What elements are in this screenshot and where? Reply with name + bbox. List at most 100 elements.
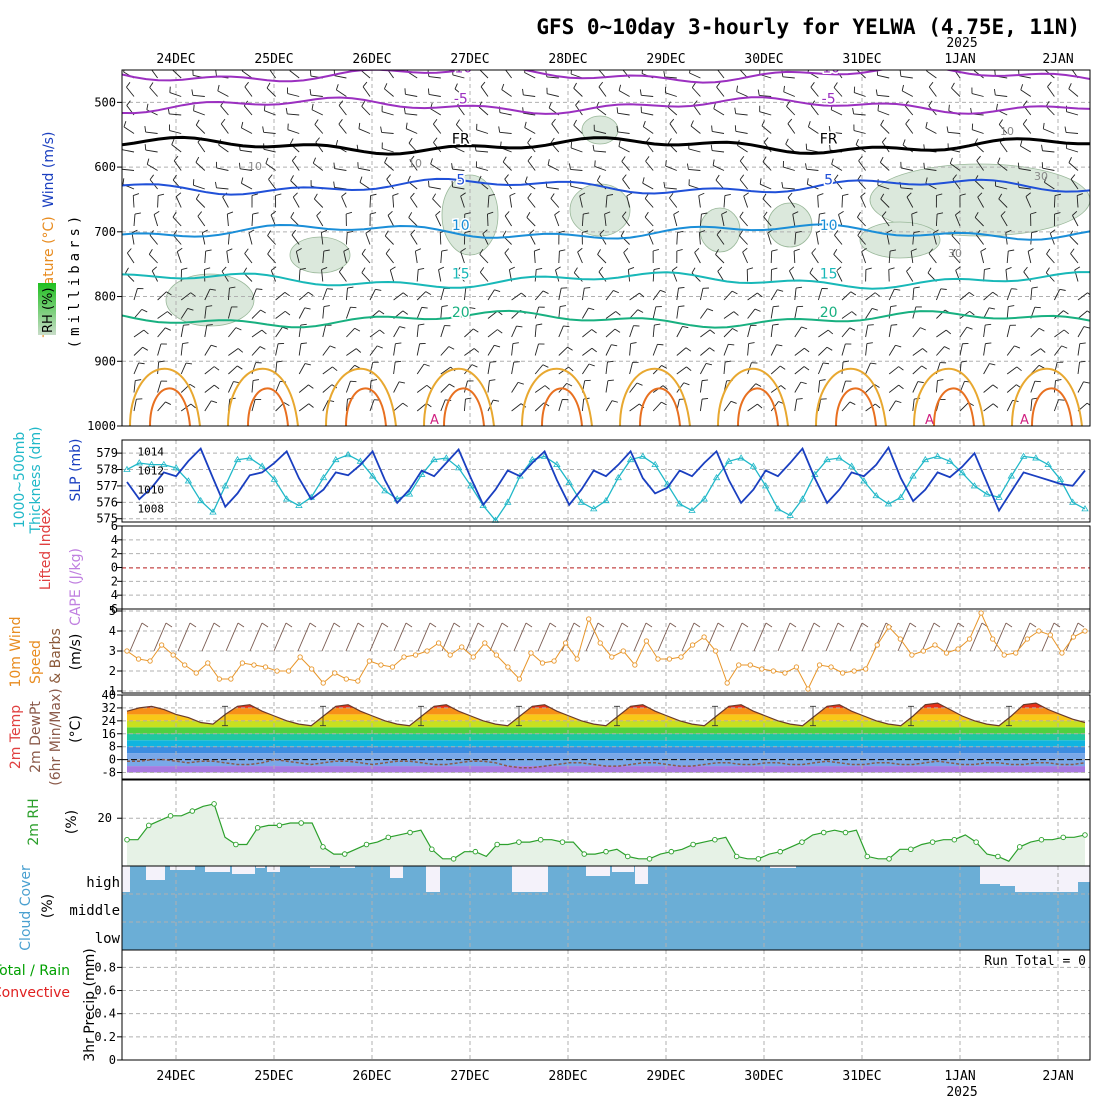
wind-barb xyxy=(453,146,465,153)
wind-barb-flag xyxy=(857,174,862,181)
wind-barb xyxy=(983,363,990,375)
wind-barb-flag xyxy=(952,174,957,180)
wind-barb xyxy=(767,232,772,245)
wind-barb xyxy=(204,251,207,264)
wind-barb-flag xyxy=(577,247,583,253)
wind-barb-flag xyxy=(501,83,505,90)
wind-barb xyxy=(723,195,726,208)
wind-barb-flag xyxy=(1046,248,1051,255)
minmax-bar xyxy=(614,705,620,727)
wind-barb xyxy=(487,213,489,227)
rh2m-point xyxy=(1038,836,1045,843)
temperature-contour-label: -5 xyxy=(822,92,836,108)
wind-barb xyxy=(416,343,421,356)
temperature-contour-label: 5 xyxy=(824,173,833,189)
wind-barb-flag xyxy=(123,70,125,73)
wind-barb xyxy=(226,214,229,227)
wind-barb xyxy=(381,132,394,134)
wind-barb xyxy=(369,195,372,208)
wind-barb xyxy=(983,307,990,319)
thickness-point xyxy=(270,475,279,482)
wind-barb-flag xyxy=(779,365,786,370)
thickness-point xyxy=(860,477,868,484)
top-date-label: 1JAN xyxy=(944,52,975,67)
wind-barb xyxy=(322,251,325,264)
wind10m-barb-flag xyxy=(789,622,797,628)
temperature-contour-label: 20 xyxy=(820,305,838,321)
rh2m-point xyxy=(363,841,370,848)
thickness-point xyxy=(712,473,721,481)
cloud-high-gaps xyxy=(122,866,1090,892)
wind-barb xyxy=(911,214,914,227)
wind-barb-flag xyxy=(622,64,625,69)
wind10m-barb-flag xyxy=(597,622,605,628)
wind-barb xyxy=(268,179,276,190)
wind-barb-flag xyxy=(865,267,872,270)
wind-barb xyxy=(783,166,795,171)
wind-barb-flag xyxy=(976,155,981,161)
wind-barb xyxy=(854,92,866,97)
wind-barb xyxy=(1042,150,1055,153)
wind-barb xyxy=(1006,366,1018,375)
wind-barb xyxy=(381,148,394,153)
wind-barb-flag xyxy=(691,82,696,88)
wind-barb-flag xyxy=(998,193,1003,200)
wind-barb xyxy=(263,131,276,134)
wind-barb xyxy=(665,92,677,97)
wind-barb-flag xyxy=(880,193,885,200)
wind-barb-flag xyxy=(122,178,125,185)
wind-barb xyxy=(511,343,514,356)
wind-barb-flag xyxy=(542,290,549,294)
wind-barb-flag xyxy=(933,229,939,234)
wind-barb xyxy=(912,288,915,301)
thickness-tick-label: 575 xyxy=(96,512,118,526)
wind-barb xyxy=(676,288,679,301)
wind-barb-flag xyxy=(622,174,627,180)
wind10m-point xyxy=(643,638,650,644)
wind10m-barb xyxy=(753,622,767,652)
wind10m-barb-flag xyxy=(933,622,941,628)
wind-barb-flag xyxy=(826,308,832,313)
wind-barb xyxy=(794,288,797,301)
wind-barb-flag xyxy=(653,267,660,270)
wind-barb-flag xyxy=(807,70,810,73)
wind-barb-flag xyxy=(636,382,643,386)
wind-barb-flag xyxy=(621,156,626,162)
wind-barb-flag xyxy=(270,266,277,271)
wind-barb-flag xyxy=(948,104,950,111)
wind-barb-flag xyxy=(375,288,382,291)
wind-barb xyxy=(369,329,380,338)
wind-barb-flag xyxy=(182,342,189,345)
slp-tick-label: 1008 xyxy=(138,503,165,516)
wind-barb-flag xyxy=(451,163,453,170)
wind-barb xyxy=(204,306,207,319)
wind-barb-flag xyxy=(300,342,307,345)
wind-barb-flag xyxy=(1005,229,1012,234)
wind-barb-flag xyxy=(346,211,353,215)
cloud-high-gap xyxy=(980,866,1000,884)
wind-barb-flag xyxy=(504,211,510,217)
wind-barb-flag xyxy=(622,211,627,217)
wind10m-barb xyxy=(249,622,263,652)
wind-barb xyxy=(1070,253,1079,264)
wind-barb-flag xyxy=(937,379,944,381)
wind-barb-flag xyxy=(822,362,830,365)
wind-barb-flag xyxy=(877,104,880,111)
wind10m-barb xyxy=(393,622,407,652)
wind-barb xyxy=(594,165,607,171)
wind-barb xyxy=(951,87,961,97)
wind-barb-flag xyxy=(683,382,690,386)
wind-barb xyxy=(1027,251,1032,264)
wind-barb xyxy=(760,183,772,190)
wind-barb-flag xyxy=(860,192,866,197)
wind-barb-flag xyxy=(780,385,786,390)
wind-barb xyxy=(980,251,985,264)
wind-barb-flag xyxy=(713,102,716,109)
wind-barb-flag xyxy=(816,229,823,234)
wind-label: Wind (m/s) xyxy=(41,132,57,208)
wind-barb xyxy=(983,343,986,356)
wind10m-barb xyxy=(609,622,623,652)
wind-barb-flag xyxy=(733,311,739,316)
wind-barb-flag xyxy=(265,157,269,164)
